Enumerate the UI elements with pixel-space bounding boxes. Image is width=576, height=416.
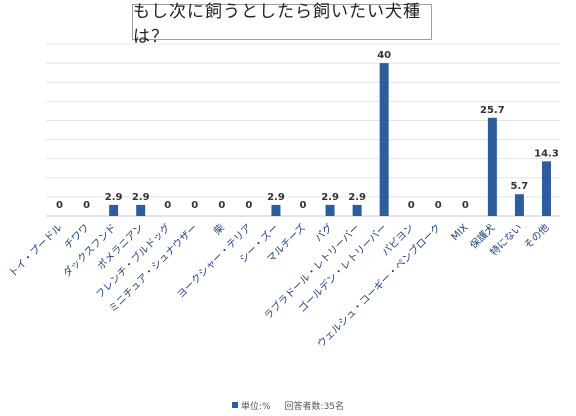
respondent-count-note: 回答者数:35名: [284, 401, 345, 412]
x-tick-label: MIX: [450, 222, 471, 243]
data-label: 5.7: [511, 181, 529, 192]
data-label: 0: [245, 200, 252, 211]
bar: [541, 161, 551, 216]
bar: [271, 204, 281, 216]
data-label: 0: [164, 200, 171, 211]
chart-title: もし次に飼うとしたら飼いたい犬種は？: [132, 2, 432, 47]
bar-chart: 0トイ・プードル0チワワ2.9ダックスフンド2.9ポメラニアン0フレンチ・ブルド…: [7, 43, 560, 350]
data-label: 0: [56, 200, 63, 211]
data-label: 40: [377, 50, 391, 61]
data-label: 25.7: [480, 105, 505, 116]
data-label: 0: [435, 200, 442, 211]
x-tick-label: トイ・プードル: [7, 222, 65, 280]
x-tick-label: その他: [521, 221, 551, 251]
data-label: 2.9: [132, 192, 150, 203]
legend-series-label: 単位:%: [240, 401, 271, 412]
bar: [352, 204, 362, 216]
data-label: 0: [218, 200, 225, 211]
data-label: 0: [300, 200, 307, 211]
data-label: 14.3: [534, 148, 559, 159]
data-label: 0: [462, 200, 469, 211]
data-label: 0: [408, 200, 415, 211]
bar: [136, 204, 146, 216]
bar: [487, 117, 497, 216]
legend: 単位:% 回答者数:35名: [0, 398, 576, 412]
x-tick-label: パグ: [312, 221, 335, 244]
data-label: 2.9: [348, 192, 366, 203]
x-tick-label: 柴: [211, 221, 227, 237]
bar: [325, 204, 335, 216]
data-label: 0: [83, 200, 90, 211]
data-label: 2.9: [321, 192, 339, 203]
data-label: 2.9: [267, 192, 285, 203]
data-label: 0: [191, 200, 198, 211]
bar: [514, 194, 524, 216]
data-label: 2.9: [105, 192, 123, 203]
legend-swatch: [231, 402, 238, 408]
bar: [109, 204, 119, 216]
bar: [379, 63, 389, 216]
